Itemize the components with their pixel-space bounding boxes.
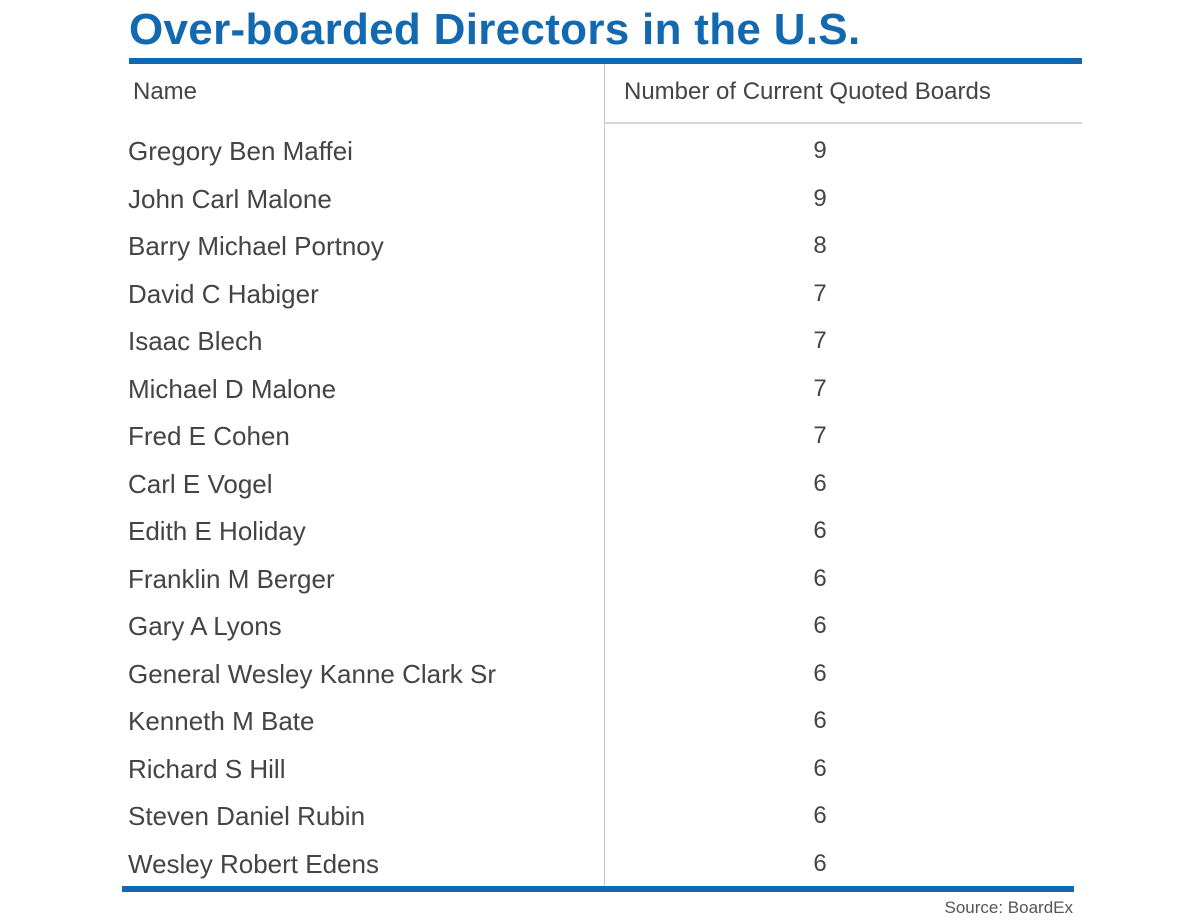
director-name: Richard S Hill xyxy=(128,753,286,784)
table-row: General Wesley Kanne Clark Sr 6 xyxy=(0,651,1200,699)
director-name: John Carl Malone xyxy=(128,183,332,214)
board-count: 6 xyxy=(813,612,827,639)
board-count: 6 xyxy=(813,469,827,497)
director-name: Gregory Ben Maffei xyxy=(128,136,353,166)
source-note: Source: BoardEx xyxy=(944,898,1073,917)
board-count: 6 xyxy=(813,802,827,829)
director-name: Edith E Holiday xyxy=(128,516,306,546)
director-name: Isaac Blech xyxy=(128,326,263,356)
director-name: David C Habiger xyxy=(128,278,319,309)
header-rule xyxy=(605,122,1082,124)
board-count: 6 xyxy=(813,849,827,877)
board-count: 8 xyxy=(813,232,827,259)
board-count: 7 xyxy=(813,422,827,449)
director-name: Fred E Cohen xyxy=(128,421,290,451)
table-row: Isaac Blech 7 xyxy=(0,318,1200,366)
top-rule xyxy=(129,58,1082,64)
board-count: 6 xyxy=(813,754,827,782)
director-name: Barry Michael Portnoy xyxy=(128,231,384,261)
column-header-name: Name xyxy=(133,78,198,105)
board-count: 9 xyxy=(813,184,827,212)
table-body: Gregory Ben Maffei 9 John Carl Malone 9 Barr… xyxy=(0,128,1200,888)
table-row: Carl E Vogel 6 xyxy=(0,461,1200,509)
board-count: 9 xyxy=(813,137,827,164)
table-row: Gary A Lyons 6 xyxy=(0,603,1200,651)
table-row: Edith E Holiday 6 xyxy=(0,508,1200,556)
director-name: Carl E Vogel xyxy=(128,468,273,499)
table-row: Wesley Robert Edens 6 xyxy=(0,841,1200,889)
table-row: John Carl Malone 9 xyxy=(0,176,1200,224)
bottom-rule xyxy=(122,886,1074,892)
table-row: Fred E Cohen 7 xyxy=(0,413,1200,461)
board-count: 6 xyxy=(813,564,827,592)
table-row: Richard S Hill 6 xyxy=(0,746,1200,794)
column-divider xyxy=(604,64,605,886)
director-name: Wesley Robert Edens xyxy=(128,848,379,879)
table-row: Barry Michael Portnoy 8 xyxy=(0,223,1200,271)
director-name: Steven Daniel Rubin xyxy=(128,801,366,831)
table-row: David C Habiger 7 xyxy=(0,271,1200,319)
table-row: Michael D Malone 7 xyxy=(0,366,1200,414)
table-row: Gregory Ben Maffei 9 xyxy=(0,128,1200,176)
director-name: Franklin M Berger xyxy=(128,563,335,594)
director-name: General Wesley Kanne Clark Sr xyxy=(128,658,497,689)
director-name: Kenneth M Bate xyxy=(128,706,315,736)
board-count: 6 xyxy=(813,659,827,687)
table-row: Steven Daniel Rubin 6 xyxy=(0,793,1200,841)
director-name: Michael D Malone xyxy=(128,373,337,404)
director-name: Gary A Lyons xyxy=(128,611,282,641)
board-count: 7 xyxy=(813,327,827,354)
board-count: 6 xyxy=(813,517,827,544)
board-count: 7 xyxy=(813,374,827,402)
column-header-boards: Number of Current Quoted Boards xyxy=(624,78,991,105)
table-row: Franklin M Berger 6 xyxy=(0,556,1200,604)
chart-title: Over-boarded Directors in the U.S. xyxy=(129,5,861,54)
table-row: Kenneth M Bate 6 xyxy=(0,698,1200,746)
board-count: 7 xyxy=(813,279,827,307)
board-count: 6 xyxy=(813,707,827,734)
